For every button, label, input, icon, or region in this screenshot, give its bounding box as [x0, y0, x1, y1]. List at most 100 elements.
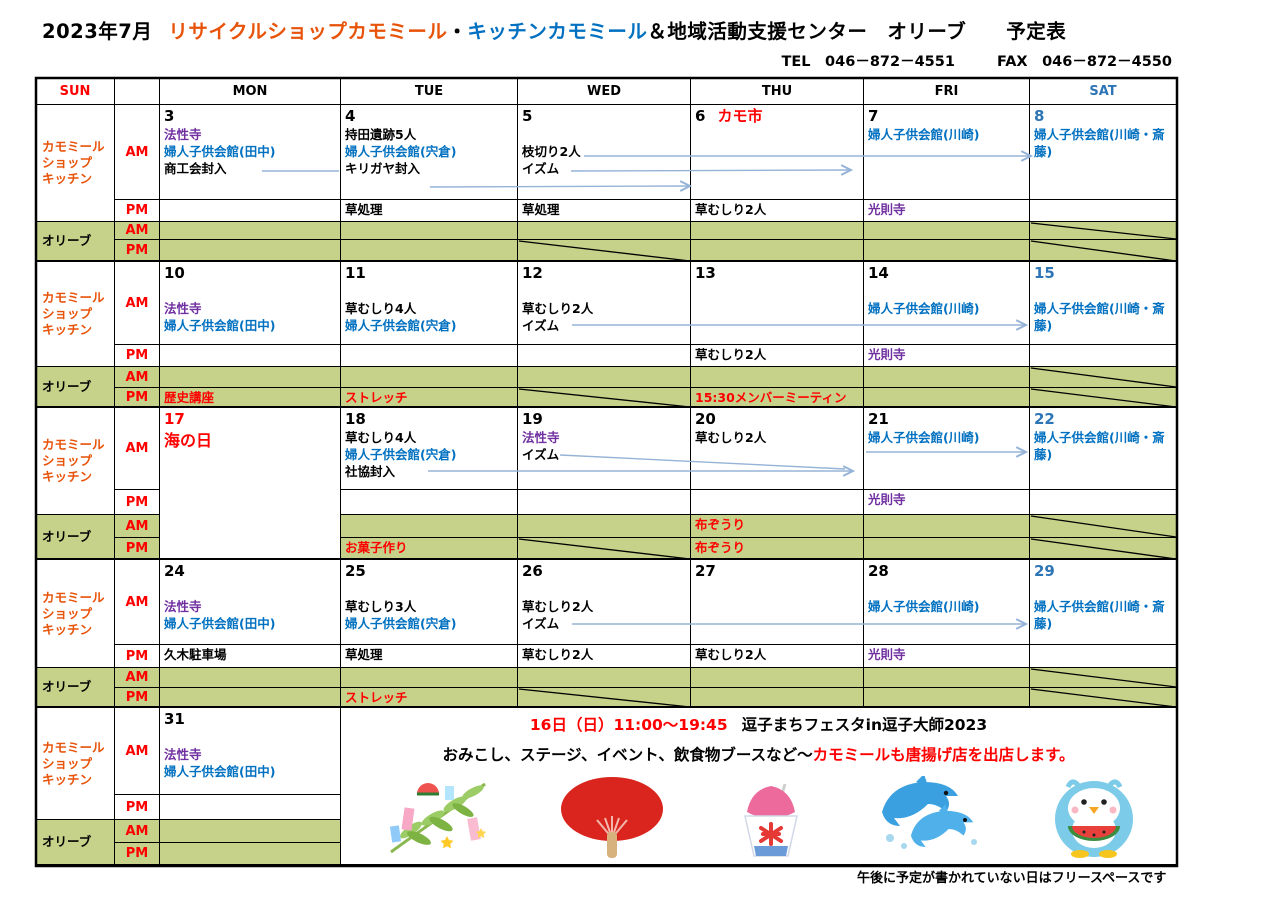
- pm-cell-25: 草処理: [341, 645, 518, 668]
- day-number: 15: [1034, 264, 1176, 283]
- olive-am-cell-28: [864, 668, 1030, 688]
- schedule-entry: 15:30メンバーミーティング: [695, 390, 847, 405]
- olive-pm-cell-25: ストレッチ: [341, 688, 518, 708]
- schedule-entry: [164, 729, 340, 746]
- shop-label: カモミール ショップ キッチン: [36, 560, 115, 668]
- day-number-text: 27: [695, 562, 716, 580]
- shop-label-line: キッチン: [42, 621, 93, 637]
- day-cell-31: 31 法性寺 婦人子供会館(田中): [160, 708, 341, 795]
- title-recycle-shop: リサイクルショップカモミール: [168, 20, 448, 43]
- schedule-entry: [345, 283, 517, 300]
- day-number-text: 15: [1034, 264, 1055, 282]
- schedule-entry: 法性寺: [164, 127, 202, 142]
- day-number: 13: [695, 264, 863, 283]
- shop-label-line: キッチン: [42, 469, 93, 484]
- olive-am-cell-22: [1030, 515, 1177, 538]
- day-number: 11: [345, 264, 517, 283]
- olive-am-label: AM: [115, 515, 160, 538]
- schedule-entry: 草むしり2人: [522, 599, 594, 614]
- olive-am-cell-31: [160, 820, 341, 843]
- day-number: 31: [164, 710, 340, 729]
- title-dot: ・: [447, 20, 468, 43]
- day-number-text: 4: [345, 107, 356, 125]
- olive-pm-cell-10: 歴史講座: [160, 388, 341, 408]
- schedule-entry: [522, 581, 690, 598]
- day-cell-19: 19 法性寺 イズム: [518, 408, 691, 490]
- pm-cell-13: 草むしり2人: [691, 345, 864, 367]
- day-cell-20: 20 草むしり2人: [691, 408, 864, 490]
- shop-label-line: カモミール: [42, 139, 105, 154]
- day-number: 21: [868, 410, 1029, 429]
- pm-cell-11: [341, 345, 518, 367]
- day-number: 14: [868, 264, 1029, 283]
- olive-pm-cell-21: [864, 538, 1030, 560]
- day-cell-15: 15 婦人子供会館(川崎・斎藤): [1030, 262, 1177, 345]
- festival-title: 逗子まちフェスタin逗子大師2023: [741, 716, 988, 734]
- title-rest: ＆地域活動支援センター オリーブ 予定表: [647, 20, 1067, 43]
- shop-label: カモミール ショップ キッチン: [36, 708, 115, 820]
- schedule-entry: 布ぞうり: [695, 517, 746, 532]
- olive-pm-cell-24: [160, 688, 341, 708]
- olive-am-cell-10: [160, 367, 341, 388]
- day-number: 5: [522, 107, 690, 126]
- day-number: 8: [1034, 107, 1176, 126]
- olive-pm-label: PM: [115, 240, 160, 262]
- olive-pm-cell-7: [864, 240, 1030, 262]
- schedule-entry: お菓子作り: [345, 540, 408, 555]
- olive-am-cell-21: [864, 515, 1030, 538]
- pm-cell-29: [1030, 645, 1177, 668]
- day-number: 22: [1034, 410, 1176, 429]
- day-number-text: 24: [164, 562, 185, 580]
- day-cell-7: 7 婦人子供会館(川崎): [864, 105, 1030, 200]
- shop-label-line: ショップ: [42, 155, 93, 170]
- shop-label: カモミール ショップ キッチン: [36, 408, 115, 515]
- day-cell-27: 27: [691, 560, 864, 645]
- olive-pm-cell-19: [518, 538, 691, 560]
- olive-pm-cell-11: ストレッチ: [341, 388, 518, 408]
- day-cell-14: 14 婦人子供会館(川崎): [864, 262, 1030, 345]
- page-title: 2023年7月 リサイクルショップカモミール・キッチンカモミール＆地域活動支援セン…: [42, 15, 1066, 44]
- day-number-text: 22: [1034, 410, 1055, 428]
- olive-am-cell-6: [691, 222, 864, 240]
- olive-am-cell-7: [864, 222, 1030, 240]
- olive-am-cell-18: [341, 515, 518, 538]
- olive-am-cell-24: [160, 668, 341, 688]
- schedule-entry: 婦人子供会館(川崎・斎藤): [1034, 127, 1165, 159]
- day-number-text: 5: [522, 107, 533, 125]
- schedule-entry: 枝切り2人: [522, 144, 581, 159]
- olive-pm-cell-15: [1030, 388, 1177, 408]
- day-header-sat: SAT: [1030, 78, 1177, 105]
- olive-am-cell-27: [691, 668, 864, 688]
- shop-label-line: ショップ: [42, 605, 93, 621]
- day-cell-5: 5 枝切り2人 イズム: [518, 105, 691, 200]
- schedule-entry: 婦人子供会館(宍倉): [345, 447, 457, 462]
- schedule-entry: [164, 283, 340, 300]
- schedule-entry: 婦人子供会館(宍倉): [345, 616, 457, 631]
- day-header-fri: FRI: [864, 78, 1030, 105]
- day-number-text: 19: [522, 410, 543, 428]
- pm-cell-7: 光則寺: [864, 200, 1030, 222]
- olive-am-label: AM: [115, 668, 160, 688]
- olive-am-cell-20: 布ぞうり: [691, 515, 864, 538]
- day-cell-3: 3 法性寺 婦人子供会館(田中) 商工会封入: [160, 105, 341, 200]
- pm-cell-20: [691, 490, 864, 515]
- shop-label-line: キッチン: [42, 771, 93, 787]
- olive-am-label: AM: [115, 222, 160, 240]
- day-cell-29: 29 婦人子供会館(川崎・斎藤): [1030, 560, 1177, 645]
- shop-label-line: ショップ: [42, 306, 93, 321]
- day-number: 29: [1034, 562, 1176, 581]
- day-number-text: 12: [522, 264, 543, 282]
- schedule-entry: 草むしり2人: [695, 347, 767, 362]
- olive-label: オリーブ: [36, 367, 115, 408]
- olive-am-cell-8: [1030, 222, 1177, 240]
- day-cell-18: 18 草むしり4人 婦人子供会館(宍倉) 社協封入: [341, 408, 518, 490]
- schedule-entry: 法性寺: [164, 599, 202, 614]
- day-cell-13: 13: [691, 262, 864, 345]
- olive-am-cell-13: [691, 367, 864, 388]
- schedule-entry: [868, 581, 1029, 598]
- olive-pm-cell-26: [518, 688, 691, 708]
- day-number-text: 21: [868, 410, 889, 428]
- shop-label-line: キッチン: [42, 171, 93, 186]
- schedule-entry: 持田遺跡5人: [345, 127, 417, 142]
- olive-pm-cell-27: [691, 688, 864, 708]
